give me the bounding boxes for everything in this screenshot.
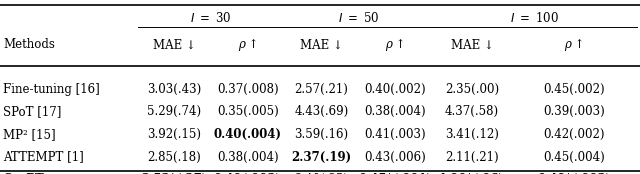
Text: 0.37(.008): 0.37(.008) bbox=[217, 83, 279, 96]
Text: 0.38(.004): 0.38(.004) bbox=[364, 105, 426, 118]
Text: 0.49*(.003): 0.49*(.003) bbox=[537, 173, 612, 174]
Text: ρ ↑: ρ ↑ bbox=[237, 38, 259, 51]
Text: ρ ↑: ρ ↑ bbox=[385, 38, 406, 51]
Text: 2.85(.18): 2.85(.18) bbox=[148, 151, 201, 164]
Text: 2.35(.00): 2.35(.00) bbox=[445, 83, 499, 96]
Text: 1.90*(.06): 1.90*(.06) bbox=[439, 173, 505, 174]
Text: 0.40(.002): 0.40(.002) bbox=[364, 83, 426, 96]
Text: Methods: Methods bbox=[3, 38, 55, 51]
Text: 0.35(.005): 0.35(.005) bbox=[217, 105, 279, 118]
Text: 0.38(.004): 0.38(.004) bbox=[217, 151, 279, 164]
Text: $I$ $=$ 100: $I$ $=$ 100 bbox=[510, 11, 559, 25]
Text: MAE ↓: MAE ↓ bbox=[153, 38, 196, 51]
Text: SPoT [17]: SPoT [17] bbox=[3, 105, 61, 118]
Text: Fine-tuning [16]: Fine-tuning [16] bbox=[3, 83, 100, 96]
Text: 4.37(.58): 4.37(.58) bbox=[445, 105, 499, 118]
Text: 3.03(.43): 3.03(.43) bbox=[147, 83, 202, 96]
Text: 3.59(.16): 3.59(.16) bbox=[294, 128, 349, 141]
Text: 2.11(.21): 2.11(.21) bbox=[445, 151, 499, 164]
Text: ρ ↑: ρ ↑ bbox=[564, 38, 585, 51]
Text: 0.40(.003): 0.40(.003) bbox=[214, 173, 282, 174]
Text: 0.39(.003): 0.39(.003) bbox=[543, 105, 605, 118]
Text: 2.40(.25): 2.40(.25) bbox=[294, 173, 349, 174]
Text: 2.37(.19): 2.37(.19) bbox=[292, 151, 351, 164]
Text: 2.53*(.27): 2.53*(.27) bbox=[141, 173, 207, 174]
Text: 4.43(.69): 4.43(.69) bbox=[294, 105, 349, 118]
Text: 0.40(.004): 0.40(.004) bbox=[214, 128, 282, 141]
Text: 3.41(.12): 3.41(.12) bbox=[445, 128, 499, 141]
Text: ScaPT: ScaPT bbox=[3, 173, 44, 174]
Text: 0.43(.006): 0.43(.006) bbox=[364, 151, 426, 164]
Text: 2.57(.21): 2.57(.21) bbox=[294, 83, 349, 96]
Text: ATTEMPT [1]: ATTEMPT [1] bbox=[3, 151, 84, 164]
Text: 0.42(.002): 0.42(.002) bbox=[543, 128, 605, 141]
Text: MP² [15]: MP² [15] bbox=[3, 128, 56, 141]
Text: 5.29(.74): 5.29(.74) bbox=[147, 105, 202, 118]
Text: 3.92(.15): 3.92(.15) bbox=[147, 128, 202, 141]
Text: 0.45(.002): 0.45(.002) bbox=[543, 83, 605, 96]
Text: $I$ $=$ 50: $I$ $=$ 50 bbox=[338, 11, 379, 25]
Text: MAE ↓: MAE ↓ bbox=[300, 38, 343, 51]
Text: 0.45*(.001): 0.45*(.001) bbox=[358, 173, 432, 174]
Text: $I$ $=$ 30: $I$ $=$ 30 bbox=[191, 11, 232, 25]
Text: 0.45(.004): 0.45(.004) bbox=[543, 151, 605, 164]
Text: MAE ↓: MAE ↓ bbox=[451, 38, 493, 51]
Text: 0.41(.003): 0.41(.003) bbox=[364, 128, 426, 141]
